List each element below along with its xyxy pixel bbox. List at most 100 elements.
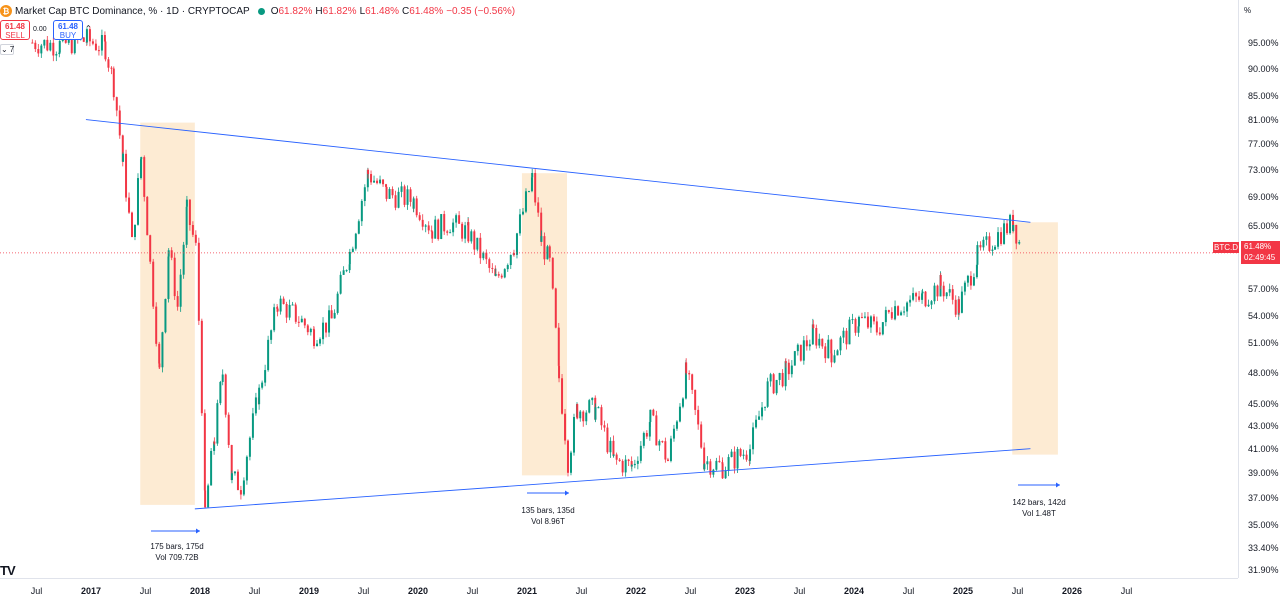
time-axis-tick: Jul <box>902 586 915 596</box>
candle-body <box>325 322 328 333</box>
candle-body <box>267 339 270 371</box>
range-annotation-2[interactable]: 135 bars, 135d Vol 8.96T <box>521 505 574 527</box>
candle-body <box>727 457 730 471</box>
candle-body <box>300 318 303 323</box>
candle-body <box>506 265 509 270</box>
candle-body <box>540 236 543 242</box>
candle-body <box>869 316 872 328</box>
buy-button[interactable]: 61.48 BUY <box>53 20 83 40</box>
price-axis-separator <box>1238 0 1239 578</box>
candle-body <box>503 269 506 278</box>
candle-body <box>769 374 772 382</box>
price-axis-tick: 57.00% <box>1248 284 1279 295</box>
last-price-tag: 61.48% 02:49:45 <box>1241 241 1280 264</box>
candle-body <box>276 308 279 312</box>
candle-body <box>336 293 339 313</box>
candle-body <box>43 39 46 46</box>
candle-body <box>597 407 600 409</box>
candle-body <box>703 447 706 470</box>
candle-body <box>194 234 197 243</box>
candle-body <box>367 169 370 175</box>
candle-body <box>385 184 388 187</box>
candle-body <box>730 451 733 458</box>
candle-body <box>655 415 658 446</box>
candle-body <box>258 387 261 405</box>
ohlc-low: L61.48% <box>359 5 400 17</box>
candle-body <box>418 215 421 220</box>
price-axis-tick: 43.00% <box>1248 420 1279 431</box>
market-status-icon <box>257 7 265 15</box>
candle-body <box>609 440 612 453</box>
symbol-title[interactable]: Market Cap BTC Dominance, % · 1D · CRYPT… <box>15 5 250 17</box>
candle-body <box>291 304 294 306</box>
candle-body <box>455 215 458 223</box>
sell-button[interactable]: 61.48 SELL <box>0 20 30 40</box>
candle-body <box>464 225 467 239</box>
candle-body <box>866 316 869 328</box>
ohlc-open: O61.82% <box>270 5 313 17</box>
candle-body <box>764 406 767 408</box>
candle-body <box>594 407 597 420</box>
candle-body <box>954 299 957 315</box>
symbol-price-label: BTC.D <box>1213 242 1239 253</box>
candle-body <box>603 425 606 428</box>
candle-body <box>488 259 491 268</box>
candle-body <box>878 332 881 335</box>
candle-body <box>951 289 954 300</box>
candle-body <box>397 191 400 208</box>
candle-body <box>251 413 254 438</box>
price-axis-tick: 54.00% <box>1248 310 1279 321</box>
candle-body <box>963 282 966 292</box>
candle-body <box>969 275 972 286</box>
candle-body <box>994 246 997 250</box>
candle-body <box>357 221 360 234</box>
price-chart[interactable] <box>0 0 1238 578</box>
candle-body <box>1018 242 1021 244</box>
candle-body <box>691 374 694 390</box>
tradingview-logo-icon[interactable]: TV <box>0 563 16 578</box>
range-annotation-1[interactable]: 175 bars, 175d Vol 709.72B <box>150 541 203 563</box>
time-axis-tick: 2025 <box>952 586 974 596</box>
time-axis-tick: Jul <box>139 586 152 596</box>
time-axis-tick: 2022 <box>625 586 647 596</box>
candle-body <box>558 365 561 379</box>
candle-body <box>790 365 793 375</box>
candle-body <box>264 370 267 383</box>
candle-body <box>524 191 527 212</box>
candle-body <box>518 214 521 234</box>
candle-body <box>521 211 524 215</box>
range-annotation-3[interactable]: 142 bars, 142d Vol 1.48T <box>1012 497 1065 519</box>
measure-arrowhead-3 <box>1056 482 1060 488</box>
candle-body <box>31 42 34 44</box>
candle-body <box>851 319 854 321</box>
candle-body <box>772 374 775 394</box>
candle-body <box>254 397 257 414</box>
range-bars-label: 135 bars, 135d <box>521 506 575 515</box>
candle-body <box>612 454 615 456</box>
candle-body <box>379 179 382 184</box>
candle-body <box>627 459 630 462</box>
time-axis-tick: 2019 <box>298 586 320 596</box>
candle-body <box>945 292 948 297</box>
candle-body <box>242 480 245 495</box>
candle-body <box>421 219 424 227</box>
candle-body <box>924 291 927 307</box>
candle-body <box>718 460 721 463</box>
candle-body <box>903 311 906 313</box>
candle-body <box>918 296 921 300</box>
candle-body <box>216 403 219 444</box>
candle-body <box>328 310 331 333</box>
spread-value: 0.00 <box>33 26 47 33</box>
candle-body <box>333 312 336 319</box>
candle-body <box>681 398 684 407</box>
candle-body <box>1015 224 1018 244</box>
candle-body <box>787 362 790 375</box>
indicators-collapse-button[interactable]: ⌄ 7 <box>0 44 14 55</box>
trade-panel-toggle-icon[interactable]: ⌃ <box>85 24 92 33</box>
axis-mode-button[interactable]: % <box>1244 6 1252 15</box>
candle-body <box>149 235 152 262</box>
candle-body <box>997 232 1000 247</box>
candle-body <box>645 433 648 437</box>
candle-body <box>319 339 322 344</box>
